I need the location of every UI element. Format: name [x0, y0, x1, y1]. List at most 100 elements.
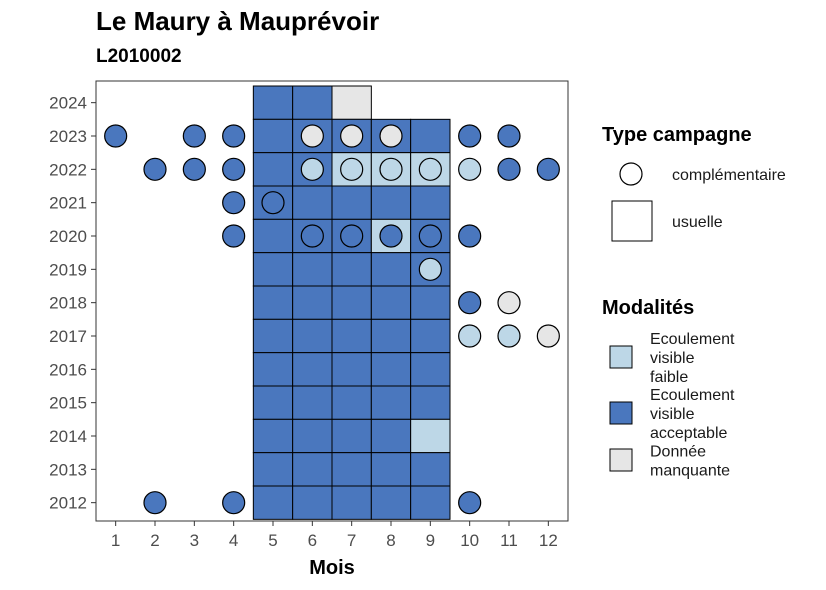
- x-tick-label: 6: [308, 531, 317, 550]
- point-2022-10: [458, 157, 482, 181]
- tile-2019-7: [331, 252, 372, 287]
- legend-key-2: [609, 448, 633, 472]
- legend-key-0: [609, 345, 633, 369]
- y-tick-label: 2016: [49, 360, 87, 379]
- y-tick-label: 2013: [49, 460, 87, 479]
- tile-2021-9: [410, 185, 451, 220]
- x-tick-label: 9: [426, 531, 435, 550]
- point-2020-7: [340, 224, 364, 248]
- tile-2024-7: [331, 85, 372, 120]
- tile-2019-5: [252, 252, 294, 287]
- tile-2017-6: [292, 318, 333, 354]
- tile-2013-8: [370, 452, 412, 487]
- point-2022-11: [497, 157, 521, 181]
- tile-2017-5: [252, 318, 294, 354]
- point-2012-4: [222, 491, 246, 515]
- tile-2016-9: [410, 352, 451, 387]
- tile-2012-8: [370, 485, 412, 520]
- tile-2018-5: [252, 285, 294, 320]
- tile-2014-6: [292, 418, 333, 454]
- tile-2017-9: [410, 318, 451, 354]
- tile-2019-8: [370, 252, 412, 287]
- legend-label-modalite: acceptable: [650, 425, 727, 442]
- tile-2016-8: [370, 352, 412, 387]
- y-tick-label: 2022: [49, 160, 87, 179]
- point-2020-8: [379, 224, 403, 248]
- tile-2013-9: [410, 452, 451, 487]
- legend-modalites-title: Modalités: [602, 297, 694, 319]
- point-2023-6: [300, 124, 324, 148]
- legend-label-complementaire: complémentaire: [672, 167, 786, 184]
- legend-label-modalite: Ecoulement: [650, 387, 735, 404]
- point-2020-9: [418, 224, 442, 248]
- legend-label-modalite: manquante: [650, 463, 730, 480]
- tile-2015-8: [370, 385, 412, 420]
- point-2023-3: [182, 124, 206, 148]
- y-tick-label: 2021: [49, 194, 87, 213]
- x-tick-label: 12: [539, 531, 558, 550]
- tile-2012-6: [292, 485, 333, 520]
- tile-2020-5: [252, 218, 294, 254]
- point-2022-6: [300, 157, 324, 181]
- legend-type-title: Type campagne: [602, 124, 752, 146]
- point-2021-4: [222, 191, 246, 215]
- legend-label-modalite: Ecoulement: [650, 331, 735, 348]
- tile-2013-6: [292, 452, 333, 487]
- y-tick-label: 2018: [49, 294, 87, 313]
- x-tick-label: 1: [111, 531, 120, 550]
- tile-2017-8: [370, 318, 412, 354]
- point-2017-11: [497, 324, 521, 348]
- point-2020-6: [300, 224, 324, 248]
- point-2022-4: [222, 157, 246, 181]
- point-2022-8: [379, 157, 403, 181]
- tile-2021-7: [331, 185, 372, 220]
- chart-subtitle: L2010002: [96, 46, 182, 67]
- x-tick-label: 8: [386, 531, 395, 550]
- x-tick-label: 2: [150, 531, 159, 550]
- tile-2014-7: [331, 418, 372, 454]
- tile-2013-7: [331, 452, 372, 487]
- legend-label-modalite: Donnée: [650, 444, 706, 461]
- plot-border: [95, 80, 569, 522]
- y-tick-label: 2023: [49, 127, 87, 146]
- x-tick-label: 3: [190, 531, 199, 550]
- tile-2015-9: [410, 385, 451, 420]
- tile-2012-5: [252, 485, 294, 520]
- tile-2017-7: [331, 318, 372, 354]
- tile-2018-7: [331, 285, 372, 320]
- point-2022-2: [143, 157, 167, 181]
- y-tick-label: 2015: [49, 394, 87, 413]
- point-2019-9: [418, 257, 442, 281]
- tile-2024-6: [292, 85, 333, 120]
- point-2023-7: [340, 124, 364, 148]
- x-tick-label: 11: [500, 531, 518, 550]
- y-tick-label: 2020: [49, 227, 87, 246]
- x-tick-label: 5: [268, 531, 277, 550]
- point-2012-10: [458, 491, 482, 515]
- point-2012-2: [143, 491, 167, 515]
- point-2022-3: [182, 157, 206, 181]
- tile-2014-9: [410, 418, 451, 454]
- legend-key-1: [609, 401, 633, 425]
- y-tick-label: 2012: [49, 494, 87, 513]
- point-2022-9: [418, 157, 442, 181]
- x-tick-label: 10: [460, 531, 479, 550]
- tile-2018-9: [410, 285, 451, 320]
- tile-2016-6: [292, 352, 333, 387]
- tile-2016-5: [252, 352, 294, 387]
- x-tick-label: 4: [229, 531, 238, 550]
- point-2023-10: [458, 124, 482, 148]
- x-tick-label: 7: [347, 531, 356, 550]
- legend-square-key: [611, 200, 653, 242]
- chart-title: Le Maury à Mauprévoir: [96, 6, 380, 36]
- tile-2023-9: [410, 118, 451, 154]
- tile-2012-9: [410, 485, 451, 520]
- tile-2023-5: [252, 118, 294, 154]
- tile-2022-5: [252, 152, 294, 187]
- tile-2016-7: [331, 352, 372, 387]
- legend-label-usuelle: usuelle: [672, 214, 723, 231]
- tile-2014-8: [370, 418, 412, 454]
- point-2020-10: [458, 224, 482, 248]
- point-2022-7: [340, 157, 364, 181]
